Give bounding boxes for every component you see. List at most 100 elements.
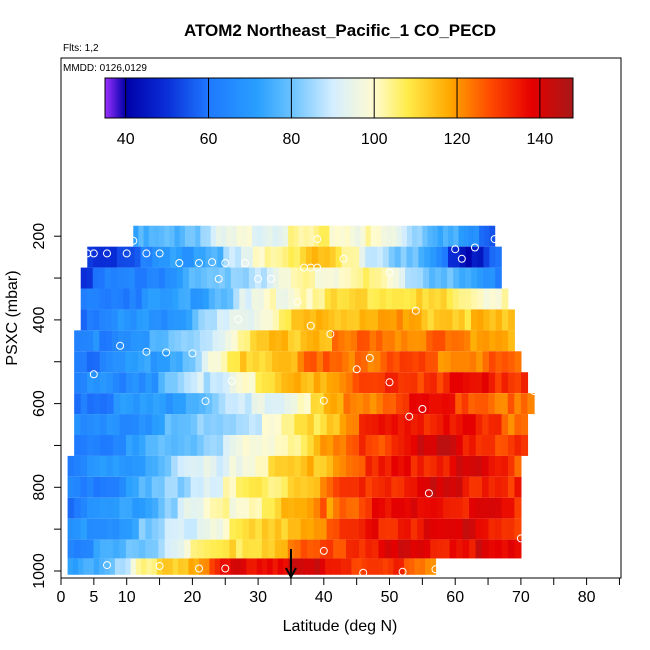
heatmap-cell [308,225,315,247]
heatmap-cell [158,414,166,435]
heatmap-cell [406,225,413,247]
heatmap-cell [268,497,276,519]
heatmap-cell [394,246,402,268]
heatmap-cell [520,414,529,435]
heatmap-cell [378,539,386,559]
heatmap-cell [430,372,438,394]
heatmap-cell [184,476,192,498]
heatmap-cell [235,309,243,331]
heatmap-cell [211,246,218,268]
heatmap-cell [413,330,421,352]
heatmap-cell [412,351,420,373]
heatmap-cell [475,476,483,498]
heatmap-cell [341,246,349,268]
x-tick-label: 5 [89,589,98,606]
heatmap-cell [184,372,192,394]
heatmap-cell [311,246,319,268]
heatmap-cell [239,288,247,310]
heatmap-cell [432,330,440,352]
heatmap-cell [252,351,260,373]
heatmap-cell [199,246,207,268]
observation-point [306,321,315,330]
heatmap-cell [281,414,289,435]
heatmap-cell [501,518,509,540]
heatmap-cell [190,434,198,456]
heatmap-cell [235,476,244,498]
heatmap-cell [242,372,250,394]
heatmap-cell [132,434,140,456]
heatmap-cell [190,288,198,310]
heatmap-cell [508,351,516,373]
heatmap-cell [471,267,478,289]
heatmap-cell [283,558,289,575]
heatmap-cell [350,225,356,247]
heatmap-cell [117,288,125,310]
observation-point [227,377,236,385]
heatmap-cell [145,372,153,394]
heatmap-cell [80,434,88,456]
heatmap-cell [179,225,186,247]
observation-point [175,259,184,267]
heatmap-layer [80,288,509,310]
heatmap-cell [304,558,310,575]
heatmap-cell [158,518,166,540]
heatmap-cell [99,497,108,519]
heatmap-cell [137,330,144,352]
heatmap-cell [507,539,516,559]
heatmap-cell [294,518,302,540]
heatmap-cell [174,330,182,352]
heatmap-cell [430,518,438,540]
heatmap-cell [179,309,187,331]
heatmap-cell [484,225,491,247]
heatmap-cell [248,455,256,477]
heatmap-cell [527,393,535,415]
heatmap-cell [216,372,224,394]
heatmap-cell [249,372,257,394]
heatmap-cell [87,455,95,477]
heatmap-cell [156,558,163,575]
observation-point [162,348,171,357]
heatmap-cell [190,518,198,540]
heatmap-cell [252,246,260,268]
heatmap-cell [171,372,179,394]
heatmap-cell [422,393,430,415]
heatmap-cell [287,476,295,498]
heatmap-cell [300,476,308,498]
heatmap-cell [67,518,75,540]
colorbar: 40 60 80 100 120 140 [104,77,574,148]
heatmap-layer [133,225,496,247]
heatmap-cell [456,539,464,559]
heatmap-cell [371,455,380,477]
heatmap-cell [190,372,198,394]
heatmap-cell [119,539,127,559]
heatmap-cell [158,267,166,289]
heatmap-cell [190,414,198,435]
heatmap-cell [363,267,370,289]
heatmap-cell [246,246,254,268]
heatmap-cell [164,372,172,394]
heatmap-cell [205,393,213,415]
heatmap-cell [248,518,256,540]
heatmap-cell [146,267,154,289]
heatmap-cell [423,372,431,394]
heatmap-cell [278,267,286,289]
heatmap-cell [215,225,222,247]
heatmap-cell [326,518,334,540]
heatmap-cell [440,288,448,310]
heatmap-cell [482,518,490,540]
heatmap-cell [348,351,356,373]
heatmap-cell [469,455,477,477]
heatmap-cell [217,246,224,268]
heatmap-cell [436,414,444,435]
dates-label: MMDD: 0126,0129 [63,63,147,74]
heatmap-cell [231,393,239,415]
heatmap-cell [495,455,503,477]
heatmap-cell [396,393,404,415]
heatmap-cell [193,246,201,268]
heatmap-cell [229,518,237,540]
heatmap-cell [74,497,82,519]
heatmap-cell [224,267,232,289]
heatmap-cell [93,539,101,559]
heatmap-cell [397,518,405,540]
heatmap-cell [266,267,274,289]
